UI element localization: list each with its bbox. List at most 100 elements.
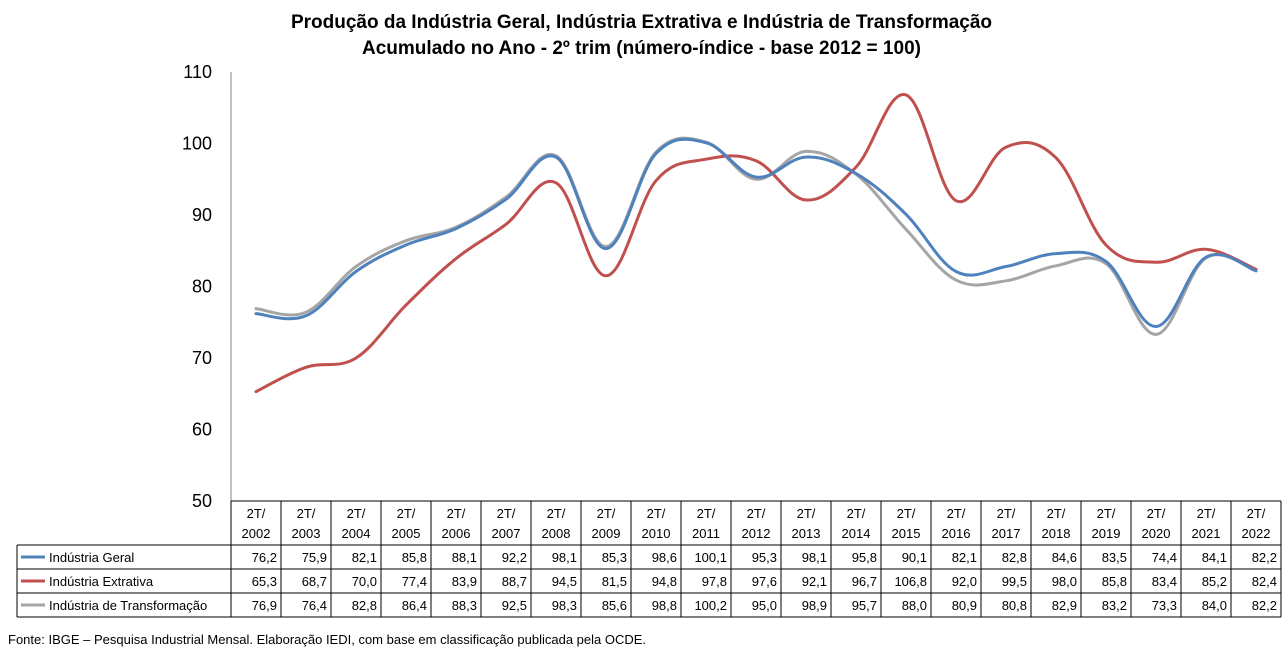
table-cell-value: 106,8 — [894, 574, 927, 589]
title-line-1: Produção da Indústria Geral, Indústria E… — [290, 12, 993, 33]
table-cell-value: 98,0 — [1052, 574, 1077, 589]
x-category-label-line2: 2016 — [942, 526, 971, 541]
table-cell-value: 97,8 — [702, 574, 727, 589]
table-cell-value: 86,4 — [402, 598, 427, 613]
series-line — [254, 136, 1258, 336]
table-cell-value: 82,2 — [1252, 598, 1277, 613]
table-cell-value: 83,2 — [1102, 598, 1127, 613]
legend-label: Indústria Extrativa — [49, 574, 154, 589]
table-cell-value: 90,1 — [902, 550, 927, 565]
table-cell-value: 82,8 — [352, 598, 377, 613]
y-tick-label: 110 — [183, 62, 212, 82]
table-cell-value: 98,9 — [802, 598, 827, 613]
series-line — [254, 93, 1258, 394]
x-category-label-line1: 2T/ — [897, 506, 916, 521]
table-cell-value: 77,4 — [402, 574, 427, 589]
table-cell-value: 92,0 — [952, 574, 977, 589]
x-category-label-line1: 2T/ — [1047, 506, 1066, 521]
table-cell-value: 92,2 — [502, 550, 527, 565]
table-cell-value: 84,6 — [1052, 550, 1077, 565]
x-category-label-line1: 2T/ — [297, 506, 316, 521]
x-category-label-line2: 2003 — [292, 526, 321, 541]
table-cell-value: 92,5 — [502, 598, 527, 613]
title-line-2: Acumulado no Ano - 2º trim (número-índic… — [362, 38, 921, 59]
table-cell-value: 76,4 — [302, 598, 327, 613]
table-cell-value: 83,4 — [1152, 574, 1177, 589]
table-cell-value: 97,6 — [752, 574, 777, 589]
table-cell-value: 88,3 — [452, 598, 477, 613]
x-category-label-line1: 2T/ — [997, 506, 1016, 521]
x-category-label-line2: 2008 — [542, 526, 571, 541]
table-cell-value: 74,4 — [1152, 550, 1177, 565]
table-cell-value: 92,1 — [802, 574, 827, 589]
x-category-label-line2: 2020 — [1142, 526, 1171, 541]
table-cell-value: 96,7 — [852, 574, 877, 589]
table-cell-value: 82,2 — [1252, 550, 1277, 565]
x-category-label-line1: 2T/ — [597, 506, 616, 521]
source-note: Fonte: IBGE – Pesquisa Industrial Mensal… — [8, 632, 647, 647]
x-category-label-line2: 2004 — [342, 526, 371, 541]
table-cell-value: 84,0 — [1202, 598, 1227, 613]
table-cell-value: 70,0 — [352, 574, 377, 589]
table-cell-value: 82,8 — [1002, 550, 1027, 565]
x-category-label-line2: 2022 — [1242, 526, 1271, 541]
table-cell-value: 65,3 — [252, 574, 277, 589]
table-cell-value: 82,9 — [1052, 598, 1077, 613]
x-category-label-line1: 2T/ — [747, 506, 766, 521]
table-cell-value: 81,5 — [602, 574, 627, 589]
legend-label: Indústria Geral — [49, 550, 134, 565]
x-category-label-line2: 2002 — [242, 526, 271, 541]
x-category-label-line2: 2019 — [1092, 526, 1121, 541]
table-cell-value: 83,9 — [452, 574, 477, 589]
y-tick-label: 90 — [192, 205, 212, 225]
table-cell-value: 98,1 — [802, 550, 827, 565]
x-category-label-line2: 2018 — [1042, 526, 1071, 541]
x-category-label-line2: 2012 — [742, 526, 771, 541]
table-cell-value: 98,1 — [552, 550, 577, 565]
table-cell-value: 94,5 — [552, 574, 577, 589]
table-cell-value: 75,9 — [302, 550, 327, 565]
x-category-label-line1: 2T/ — [647, 506, 666, 521]
table-cell-value: 88,0 — [902, 598, 927, 613]
x-category-label-line2: 2010 — [642, 526, 671, 541]
table-cell-value: 82,1 — [952, 550, 977, 565]
x-category-label-line1: 2T/ — [697, 506, 716, 521]
y-tick-label: 70 — [192, 348, 212, 368]
x-category-label-line2: 2005 — [392, 526, 421, 541]
table-cell-value: 84,1 — [1202, 550, 1227, 565]
table-cell-value: 82,1 — [352, 550, 377, 565]
table-cell-value: 95,8 — [852, 550, 877, 565]
table-cell-value: 94,8 — [652, 574, 677, 589]
series-line — [254, 137, 1258, 329]
table-cell-value: 68,7 — [302, 574, 327, 589]
x-category-label-line1: 2T/ — [247, 506, 266, 521]
x-category-label-line2: 2009 — [592, 526, 621, 541]
table-cell-value: 98,8 — [652, 598, 677, 613]
table-cell-value: 82,4 — [1252, 574, 1277, 589]
table-cell-value: 80,8 — [1002, 598, 1027, 613]
x-category-label-line2: 2021 — [1192, 526, 1221, 541]
x-category-label-line2: 2006 — [442, 526, 471, 541]
table-cell-value: 80,9 — [952, 598, 977, 613]
x-category-label-line1: 2T/ — [397, 506, 416, 521]
table-cell-value: 85,8 — [402, 550, 427, 565]
x-category-label-line2: 2011 — [692, 526, 720, 541]
x-category-label-line2: 2007 — [492, 526, 521, 541]
table-cell-value: 95,0 — [752, 598, 777, 613]
legend-label: Indústria de Transformação — [49, 598, 207, 613]
x-category-label-line2: 2017 — [992, 526, 1021, 541]
y-tick-label: 50 — [192, 491, 212, 511]
table-cell-value: 98,6 — [652, 550, 677, 565]
x-category-label-line1: 2T/ — [1147, 506, 1166, 521]
y-tick-label: 100 — [182, 134, 212, 154]
table-cell-value: 83,5 — [1102, 550, 1127, 565]
table-cell-value: 100,1 — [694, 550, 727, 565]
x-category-label-line2: 2015 — [892, 526, 921, 541]
table-cell-value: 98,3 — [552, 598, 577, 613]
x-category-label-line1: 2T/ — [347, 506, 366, 521]
x-category-label-line1: 2T/ — [1197, 506, 1216, 521]
y-tick-label: 60 — [192, 420, 212, 440]
table-cell-value: 76,2 — [252, 550, 277, 565]
x-category-label-line2: 2014 — [842, 526, 871, 541]
